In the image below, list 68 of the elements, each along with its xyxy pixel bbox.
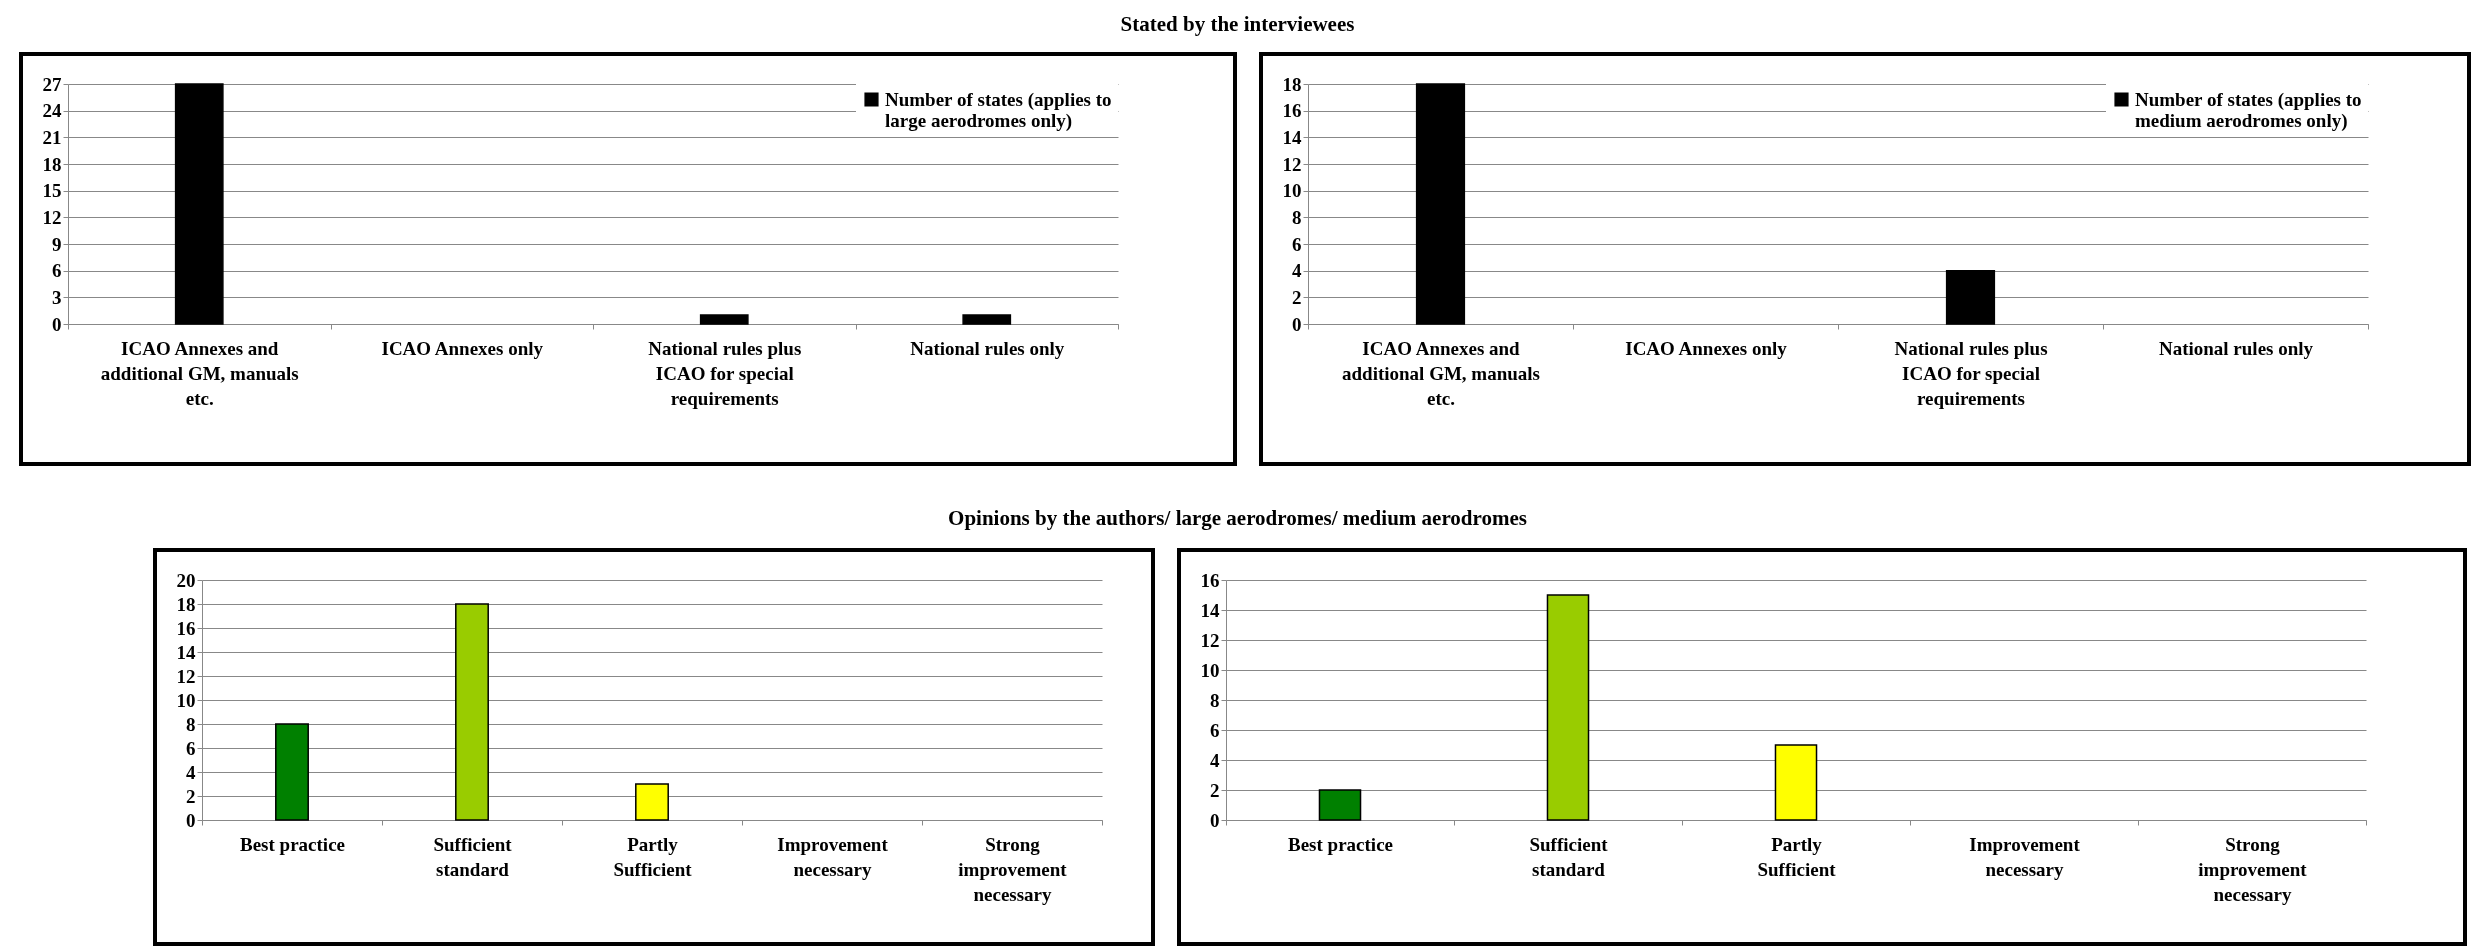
y-tick-label: 10 [1282,180,1302,202]
x-tick-label: Sufficient standard [433,833,513,880]
y-tick-label: 14 [1200,599,1220,621]
y-tick-label: 18 [42,153,62,175]
y-tick-label: 6 [1210,719,1220,741]
x-tick-label: ICAO Annexes and additional GM, manuals etc. [1342,337,1540,409]
x-tick-label: Best practice [240,833,345,855]
bar [635,783,669,821]
x-tick-label: Improvement necessary [1969,833,2081,880]
y-tick-label: 14 [176,641,196,663]
y-tick-label: 18 [176,593,196,615]
bar [275,723,309,821]
y-tick-label: 10 [176,689,196,711]
y-tick-label: 2 [1210,779,1220,801]
y-tick-label: 14 [1282,126,1302,148]
y-tick-label: 4 [1210,749,1220,771]
x-tick-label: ICAO Annexes only [1625,337,1788,359]
y-tick-label: 4 [186,761,196,783]
x-tick-label: Best practice [1288,833,1393,855]
y-tick-label: 9 [52,233,62,255]
legend-label: Number of states (applies to medium aerodromes only) [2135,88,2362,132]
legend-label: Number of states (applies to large aerodromes only) [885,88,1112,132]
y-tick-label: 2 [1292,286,1302,308]
y-tick-label: 4 [1292,260,1302,282]
x-tick-label: National rules only [910,337,1065,359]
y-tick-label: 0 [52,313,62,335]
y-tick-label: 16 [1282,100,1302,122]
bar [455,603,489,821]
y-tick-label: 0 [186,809,196,831]
y-tick-label: 8 [1210,689,1220,711]
x-tick-label: National rules plus ICAO for special requirements [648,337,802,409]
x-tick-label: ICAO Annexes only [381,337,544,359]
y-tick-label: 2 [186,785,196,807]
y-tick-label: 0 [1292,313,1302,335]
y-tick-label: 12 [1200,629,1220,651]
bar [1318,789,1362,821]
y-tick-label: 16 [1200,569,1220,591]
y-tick-label: 3 [52,286,62,308]
x-tick-label: Strong improvement necessary [2198,833,2308,905]
y-tick-label: 8 [1292,206,1302,228]
x-tick-label: National rules plus ICAO for special requirements [1894,337,2048,409]
x-tick-label: Partly Sufficient [1757,833,1837,880]
y-tick-label: 6 [186,737,196,759]
y-tick-label: 0 [1210,809,1220,831]
y-tick-label: 10 [1200,659,1220,681]
y-tick-label: 21 [42,126,62,148]
x-tick-label: Improvement necessary [777,833,889,880]
y-tick-label: 18 [1282,73,1302,95]
y-tick-label: 12 [176,665,196,687]
y-tick-label: 24 [42,100,62,122]
y-tick-label: 6 [52,260,62,282]
y-tick-label: 15 [42,180,62,202]
y-tick-label: 8 [186,713,196,735]
y-tick-label: 6 [1292,233,1302,255]
y-tick-label: 12 [42,206,62,228]
text: Stated by the interviewees [1119,12,1356,37]
bar [1774,744,1818,821]
y-tick-label: 27 [42,73,62,95]
text: Opinions by the authors/ large aerodromes/ medium aerodromes [947,506,1528,531]
x-tick-label: Sufficient standard [1529,833,1609,880]
x-tick-label: ICAO Annexes and additional GM, manuals etc. [100,337,299,409]
x-tick-label: Strong improvement necessary [958,833,1068,905]
y-tick-label: 12 [1282,153,1302,175]
x-tick-label: Partly Sufficient [613,833,693,880]
bar [1546,594,1590,821]
y-tick-label: 20 [176,569,196,591]
y-tick-label: 16 [176,617,196,639]
x-tick-label: National rules only [2158,337,2314,359]
